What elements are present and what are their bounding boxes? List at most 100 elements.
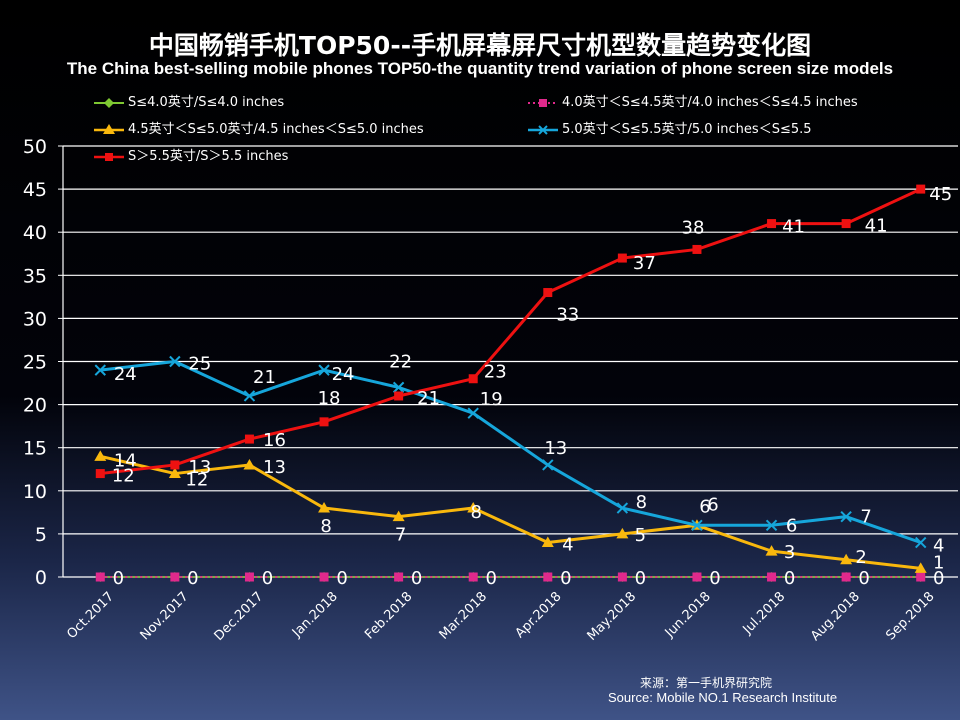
legend-label: 4.5英寸＜S≤5.0英寸/4.5 inches＜S≤5.0 inches [128,122,424,137]
data-point [543,572,553,582]
data-point [916,184,926,194]
data-label: 8 [636,492,647,513]
x-tick-label: Aug.2018 [808,589,863,644]
data-label: 7 [395,525,406,546]
data-label: 13 [188,457,211,478]
data-point [914,562,927,573]
data-point [691,519,703,531]
data-label: 38 [682,217,705,238]
data-point [617,253,627,263]
data-point [244,434,254,444]
x-tick-label: Oct.2017 [64,589,117,642]
y-tick-label: 0 [35,567,47,589]
y-tick-label: 5 [35,524,47,546]
data-label: 33 [556,305,579,326]
data-label: 8 [320,516,331,537]
series-line [100,187,922,476]
y-tick-label: 25 [23,352,47,374]
data-label: 5 [635,525,646,546]
data-label: 24 [114,364,137,385]
data-label: 0 [784,568,795,589]
data-point [916,572,926,582]
data-point [392,510,405,522]
data-label: 0 [858,568,869,589]
data-point [841,572,851,582]
data-point [94,364,106,376]
data-point [468,572,478,582]
data-label: 0 [560,568,571,589]
data-point [767,572,777,582]
data-point [468,374,478,384]
y-tick-label: 30 [23,308,47,330]
data-point [692,572,702,582]
data-label: 4 [933,536,944,557]
data-label: 22 [389,351,412,372]
data-point [318,364,330,376]
data-label: 12 [112,466,135,487]
data-label: 12 [185,470,208,491]
data-point [767,219,777,229]
y-tick-label: 20 [23,395,47,417]
data-label: 16 [263,430,286,451]
data-point [168,467,181,479]
x-tick-label: Jul.2018 [740,589,789,638]
legend-label: S≤4.0英寸/S≤4.0 inches [128,95,285,110]
data-label: 21 [253,367,276,388]
data-point [95,469,105,479]
data-label: 45 [929,184,952,205]
legend-label: 5.0英寸＜S≤5.5英寸/5.0 inches＜S≤5.5 [562,122,812,137]
y-tick-label: 50 [23,136,47,158]
data-point [765,545,778,556]
data-label: 1 [933,552,944,573]
legend-label: S＞5.5英寸/S＞5.5 inches [128,149,289,164]
series-line [100,360,922,544]
data-point [541,536,554,548]
data-point [840,553,853,565]
data-label: 24 [332,364,355,385]
y-tick-label: 45 [23,179,47,201]
data-label: 21 [417,388,440,409]
data-label: 19 [480,389,503,410]
y-tick-label: 10 [23,481,47,503]
series-line [99,454,921,570]
data-point [394,391,404,401]
data-point [543,288,553,298]
data-label: 37 [633,253,656,274]
legend-marker-blue-x [528,125,558,135]
data-point [95,572,105,582]
x-tick-label: Sep.2018 [883,589,937,643]
data-point [765,519,778,531]
legend-marker-red-square [94,153,124,161]
x-tick-label: Apr.2018 [513,589,565,641]
x-tick-label: May.2018 [585,589,640,644]
data-label: 0 [709,568,720,589]
chart-subtitle: The China best-selling mobile phones TOP… [66,59,894,78]
x-tick-label: Jan.2018 [289,589,341,641]
data-point [94,450,107,461]
data-point [243,390,256,402]
data-label: 6 [707,494,718,515]
y-tick-label: 15 [23,438,47,460]
data-point [840,510,852,523]
data-label: 0 [933,568,944,589]
data-point [170,460,180,470]
data-point [467,502,480,513]
data-label: 23 [484,362,507,383]
data-point [392,381,405,394]
data-point [542,459,554,471]
data-point [169,355,181,368]
data-point [170,572,180,582]
data-point [319,417,329,427]
data-point [243,458,256,470]
data-label: 7 [860,507,871,528]
data-label: 0 [187,568,198,589]
data-point [467,407,479,419]
data-label: 6 [786,515,797,536]
data-point [319,572,329,582]
data-point [617,572,627,582]
data-label: 6 [699,496,710,517]
data-label: 41 [865,216,888,237]
legend-marker-pink-square [528,99,558,107]
data-label: 3 [784,542,795,563]
